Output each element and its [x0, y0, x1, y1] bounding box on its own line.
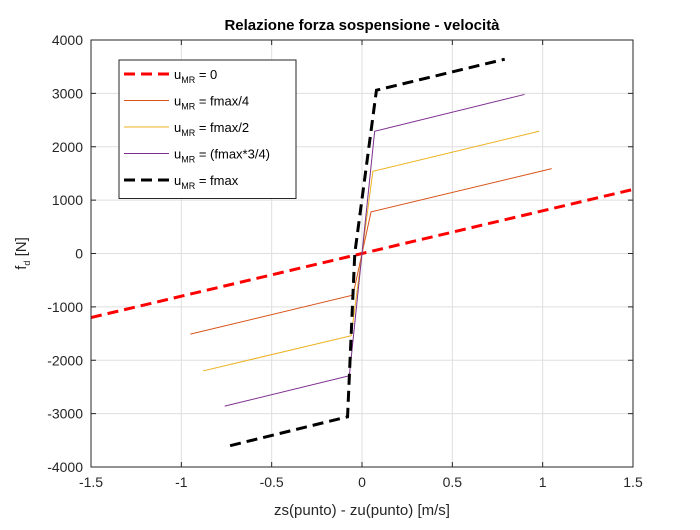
x-tick-label: 1 — [539, 474, 547, 490]
y-tick-label: -2000 — [47, 352, 83, 368]
y-tick-label: 1000 — [52, 192, 83, 208]
y-axis-label: fd [N] — [13, 237, 32, 270]
x-tick-label: -1.5 — [79, 474, 103, 490]
x-tick-label: 0 — [358, 474, 366, 490]
y-tick-label: -3000 — [47, 406, 83, 422]
series-line-3 — [224, 93, 525, 407]
legend-box — [118, 59, 297, 199]
y-tick-label: 4000 — [52, 32, 83, 48]
y-axis-label-rest: [N] — [13, 237, 30, 260]
y-tick-label: -1000 — [47, 299, 83, 315]
y-tick-label: 2000 — [52, 139, 83, 155]
x-tick-label: -0.5 — [260, 474, 284, 490]
x-tick-label: 0.5 — [443, 474, 463, 490]
series-line-4 — [229, 57, 506, 448]
legend-label-2: uMR = fmax/2 — [174, 120, 249, 138]
y-axis-label-main: f — [13, 265, 30, 270]
legend-label-0: uMR = 0 — [174, 67, 217, 85]
plot-series — [90, 57, 634, 448]
y-tick-label: 0 — [75, 246, 83, 262]
legend-label-1: uMR = fmax/4 — [174, 94, 249, 112]
x-axis-label: zs(punto) - zu(punto) [m/s] — [274, 502, 450, 519]
tick-labels: -1.5 -1 -0.5 0 0.5 1 1.5 -4000 -3000 -2000 -1000 0 1… — [47, 32, 643, 490]
legend-label-3: uMR = (fmax*3/4) — [174, 147, 270, 165]
x-tick-label: 1.5 — [623, 474, 643, 490]
axes-box — [90, 39, 634, 468]
chart-title: Relazione forza sospensione - velocità — [224, 17, 500, 34]
legend: uMR = 0 uMR = fmax/4 uMR = fmax/2 uMR = (fm… — [118, 59, 297, 199]
x-tick-label: -1 — [175, 474, 188, 490]
y-tick-label: -4000 — [47, 459, 83, 475]
y-axis-label-sub: d — [22, 261, 32, 266]
legend-label-4: uMR = fmax — [174, 173, 239, 191]
y-tick-label: 3000 — [52, 85, 83, 101]
grid-lines — [91, 40, 633, 467]
